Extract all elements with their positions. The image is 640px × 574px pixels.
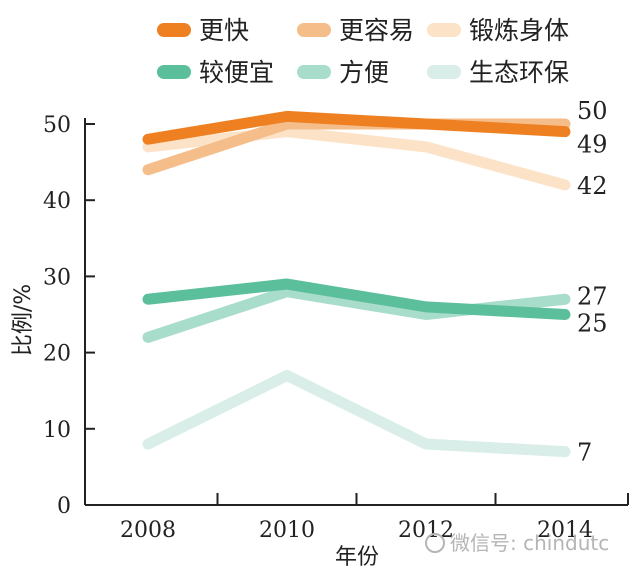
end-value-label: 7 xyxy=(577,439,592,467)
end-labels: 42 7 27 50 25 49 xyxy=(577,97,608,467)
legend-swatch xyxy=(297,23,331,37)
x-axis-title: 年份 xyxy=(335,545,379,570)
x-tick-label: 2010 xyxy=(259,518,315,543)
legend-label: 锻炼身体 xyxy=(469,16,569,45)
legend-label: 更快 xyxy=(199,16,249,45)
legend-swatch xyxy=(297,65,331,79)
end-value-label: 25 xyxy=(577,310,608,338)
legend-swatch xyxy=(157,23,191,37)
x-tick-label: 2008 xyxy=(120,518,176,543)
x-tick-label: 2014 xyxy=(537,518,593,543)
y-tick-label: 40 xyxy=(43,189,71,214)
series-line xyxy=(142,110,571,145)
series-line xyxy=(142,126,571,191)
series-line xyxy=(142,278,571,320)
legend-swatch xyxy=(427,65,461,79)
series-line xyxy=(142,369,571,458)
y-tick-label: 30 xyxy=(43,265,71,290)
legend-label: 更容易 xyxy=(339,16,414,45)
watermark-text: 微信号: chindutc xyxy=(450,531,609,555)
y-tick-label: 0 xyxy=(57,494,71,519)
end-value-label: 27 xyxy=(577,282,608,310)
end-value-label: 49 xyxy=(577,131,608,159)
end-value-label: 50 xyxy=(577,97,608,125)
series-lines xyxy=(142,110,571,458)
end-value-label: 42 xyxy=(577,172,608,200)
y-axis-title: 比例/% xyxy=(11,284,36,356)
y-tick-label: 50 xyxy=(43,113,71,138)
legend-label: 生态环保 xyxy=(469,58,569,87)
watermark: 微信号: chindutc xyxy=(425,531,609,555)
legend-label: 较便宜 xyxy=(199,58,274,87)
legend-swatch xyxy=(427,23,461,37)
wechat-icon xyxy=(425,533,445,553)
y-tick-label: 20 xyxy=(43,342,71,367)
y-tick-label: 10 xyxy=(43,418,71,443)
legend-swatch xyxy=(157,65,191,79)
legend-label: 方便 xyxy=(339,58,389,87)
